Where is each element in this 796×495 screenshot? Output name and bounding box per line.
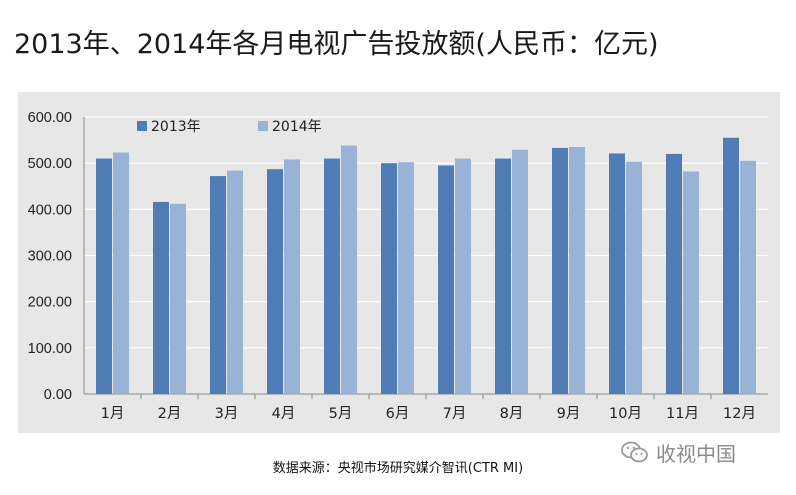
x-tick-label: 12月 bbox=[723, 406, 756, 422]
x-tick-label: 8月 bbox=[500, 406, 524, 422]
bar-2014 bbox=[455, 158, 471, 394]
y-tick-label: 500.00 bbox=[28, 156, 72, 172]
bar-2014 bbox=[341, 145, 357, 394]
bar-2013 bbox=[324, 158, 340, 394]
bar-2014 bbox=[113, 152, 129, 394]
y-tick-label: 600.00 bbox=[28, 110, 72, 126]
x-tick-label: 2月 bbox=[158, 406, 182, 422]
x-tick-label: 11月 bbox=[666, 406, 699, 422]
x-tick-label: 4月 bbox=[272, 406, 296, 422]
y-tick-label: 200.00 bbox=[28, 295, 72, 311]
legend-swatch bbox=[137, 121, 147, 131]
x-tick-label: 7月 bbox=[443, 406, 467, 422]
bar-2013 bbox=[210, 176, 226, 394]
y-tick-label: 100.00 bbox=[28, 341, 72, 357]
legend-label: 2013年 bbox=[151, 119, 201, 135]
legend-label: 2014年 bbox=[272, 119, 322, 135]
wechat-icon bbox=[621, 441, 648, 462]
x-tick-label: 3月 bbox=[215, 406, 239, 422]
bar-2013 bbox=[723, 137, 739, 394]
bar-2014 bbox=[683, 171, 699, 394]
legend-swatch bbox=[258, 121, 268, 131]
bar-2013 bbox=[381, 163, 397, 394]
bar-2013 bbox=[495, 158, 511, 394]
chart-title: 2013年、2014年各月电视广告投放额(人民币：亿元) bbox=[14, 29, 659, 60]
x-tick-label: 6月 bbox=[386, 406, 410, 422]
bar-2014 bbox=[284, 159, 300, 394]
bar-2014 bbox=[740, 160, 756, 394]
x-tick-label: 5月 bbox=[329, 406, 353, 422]
bar-2013 bbox=[438, 165, 454, 394]
bar-2014 bbox=[626, 161, 642, 394]
bar-2013 bbox=[666, 153, 682, 394]
bar-2014 bbox=[512, 149, 528, 394]
data-source: 数据来源：央视市场研究媒介智讯(CTR MI) bbox=[272, 461, 524, 476]
bar-2014 bbox=[227, 170, 243, 394]
y-tick-label: 400.00 bbox=[28, 202, 72, 218]
y-tick-label: 300.00 bbox=[28, 249, 72, 265]
x-tick-label: 9月 bbox=[557, 406, 581, 422]
bar-2013 bbox=[609, 153, 625, 394]
bar-2013 bbox=[153, 201, 169, 394]
bar-2014 bbox=[569, 147, 585, 394]
watermark: 收视中国 bbox=[620, 438, 736, 467]
x-tick-label: 10月 bbox=[609, 406, 642, 422]
y-tick-label: 0.00 bbox=[44, 387, 72, 403]
bar-2013 bbox=[552, 147, 568, 394]
x-tick-label: 1月 bbox=[101, 406, 125, 422]
watermark-text: 收视中国 bbox=[656, 442, 736, 466]
bar-2014 bbox=[398, 162, 414, 394]
bar-2013 bbox=[96, 158, 112, 394]
bar-2013 bbox=[267, 169, 283, 394]
bar-2014 bbox=[170, 203, 186, 394]
